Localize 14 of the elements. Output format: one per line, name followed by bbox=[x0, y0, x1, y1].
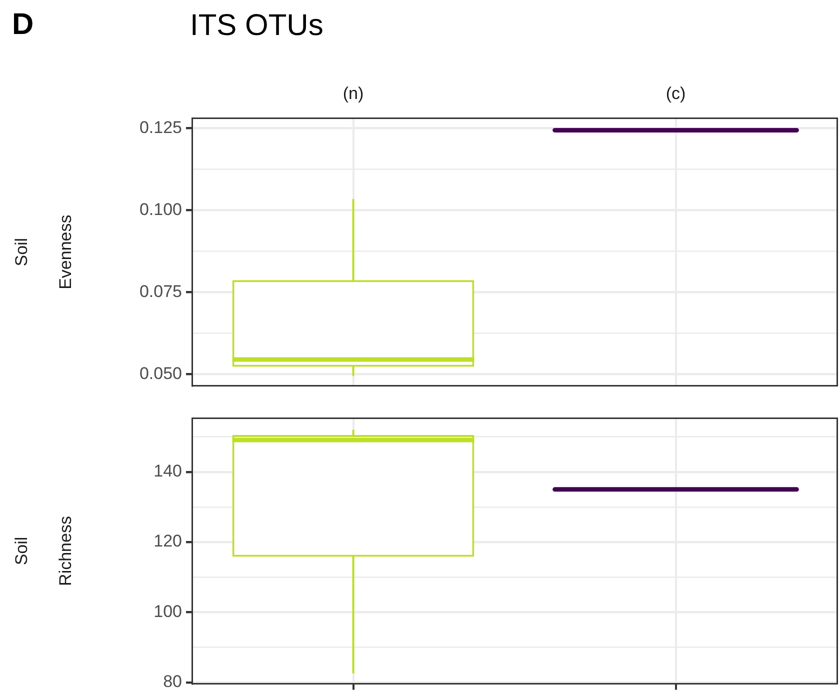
y-tick-label: 0.075 bbox=[139, 282, 182, 301]
y-tick-label: 0.050 bbox=[139, 364, 182, 384]
y-tick-label: 120 bbox=[154, 532, 182, 551]
text: Soil Evenness bbox=[12, 214, 75, 290]
chart-title: ITS OTUs bbox=[190, 9, 324, 43]
y-tick-label: 0.125 bbox=[139, 118, 182, 137]
x-tick-label: (c) bbox=[666, 84, 686, 103]
text: D bbox=[12, 8, 34, 42]
x-tick-label: (n) bbox=[342, 84, 364, 103]
text: Soil Richness bbox=[12, 516, 75, 586]
y-tick-label: 140 bbox=[154, 462, 182, 481]
y-tick-label: 0.100 bbox=[139, 200, 182, 219]
y-tick-label: 100 bbox=[154, 602, 182, 621]
y-tick-label: 80 bbox=[163, 672, 182, 692]
